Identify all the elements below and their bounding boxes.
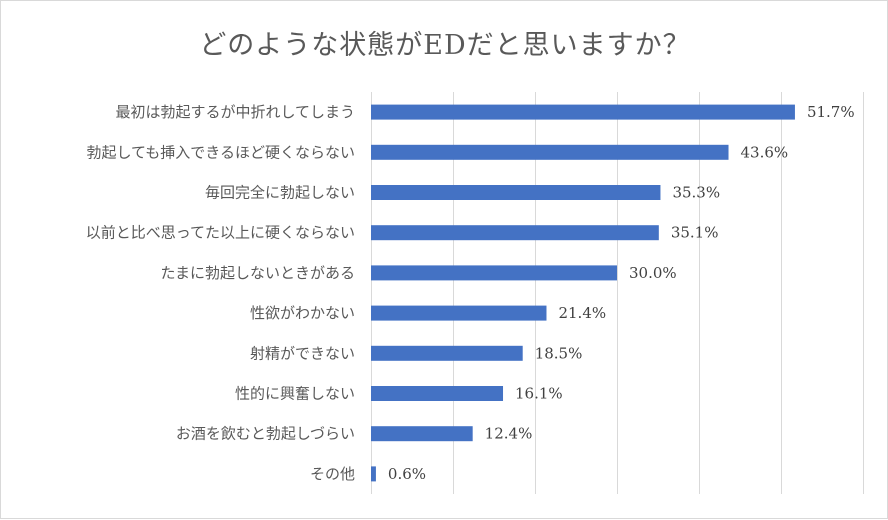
- value-labels: 51.7% 43.6% 35.3% 35.1% 30.0% 21.4% 18.5% 16.1%…: [388, 103, 855, 483]
- value-label: 0.6%: [388, 465, 426, 483]
- bar: [371, 426, 473, 442]
- bar: [371, 345, 523, 361]
- value-label: 30.0%: [629, 264, 677, 282]
- bar: [371, 144, 729, 160]
- chart-title: どのような状態がEDだと思いますか？: [199, 30, 691, 61]
- value-label: 43.6%: [741, 143, 789, 161]
- value-label: 21.4%: [558, 304, 606, 322]
- category-label: その他: [310, 465, 355, 483]
- bar: [371, 225, 659, 241]
- value-label: 12.4%: [485, 425, 533, 443]
- category-label: 射精ができない: [250, 344, 355, 362]
- category-label: 最初は勃起するが中折れしてしまう: [115, 103, 355, 121]
- category-label: お酒を飲むと勃起しづらい: [176, 425, 355, 443]
- category-label: 勃起しても挿入できるほど硬くならない: [86, 143, 355, 161]
- value-label: 16.1%: [515, 385, 563, 403]
- category-labels: 最初は勃起するが中折れしてしまう勃起しても挿入できるほど硬くならない毎回完全に勃…: [86, 103, 355, 483]
- value-label: 18.5%: [535, 344, 583, 362]
- value-label: 51.7%: [807, 103, 855, 121]
- category-label: 性欲がわかない: [250, 304, 355, 322]
- bar: [371, 265, 617, 281]
- bar: [371, 466, 376, 482]
- bar: [371, 305, 547, 321]
- category-label: 毎回完全に勃起しない: [205, 184, 355, 202]
- category-label: たまに勃起しないときがある: [160, 264, 355, 282]
- value-label: 35.3%: [672, 184, 720, 202]
- bars: [371, 104, 795, 482]
- category-label: 以前と比べ思ってた以上に硬くならない: [86, 224, 355, 242]
- value-label: 35.1%: [671, 224, 719, 242]
- bar: [371, 386, 504, 401]
- bar: [371, 104, 795, 120]
- category-label: 性的に興奮しない: [235, 385, 355, 403]
- bar: [371, 185, 661, 200]
